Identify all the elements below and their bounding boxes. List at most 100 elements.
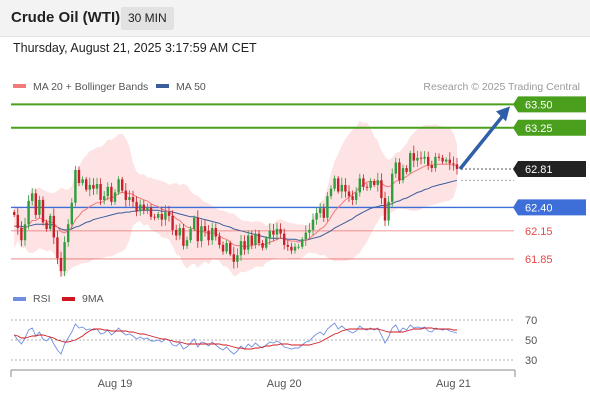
moving-averages xyxy=(14,163,458,248)
candle-body xyxy=(261,243,264,248)
level-label: 62.15 xyxy=(525,226,553,238)
level-label: 63.50 xyxy=(525,99,553,111)
rsi-panel: 70 50 30 xyxy=(11,315,537,367)
timeframe-badge[interactable]: 30 MIN xyxy=(121,7,174,30)
candle-body xyxy=(362,178,365,187)
candle-body xyxy=(131,197,135,202)
candle-body xyxy=(239,241,243,256)
candle-body xyxy=(319,208,322,214)
legend-swatch xyxy=(156,84,169,88)
chart-datetime: Thursday, August 21, 2025 3:17:59 AM CET xyxy=(13,41,257,55)
candle-body xyxy=(290,246,293,251)
candle-body xyxy=(27,200,30,225)
candle-body xyxy=(178,228,181,236)
candle-body xyxy=(326,196,329,218)
candle-body xyxy=(376,180,379,185)
candle-body xyxy=(311,219,315,230)
candle-body xyxy=(329,188,333,197)
candle-body xyxy=(365,186,369,188)
time-tick-label: Aug 21 xyxy=(436,378,471,390)
candle-body xyxy=(189,228,192,241)
candle-body xyxy=(45,222,48,229)
candle-body xyxy=(38,199,41,215)
candle-body xyxy=(272,230,275,235)
candle-body xyxy=(193,217,196,229)
legend-label: 9MA xyxy=(82,293,104,305)
candle-body xyxy=(74,169,77,203)
candle-body xyxy=(265,238,268,248)
candle-body xyxy=(214,228,217,237)
candle-body xyxy=(391,173,394,202)
candle-body xyxy=(175,229,178,236)
candle-body xyxy=(445,159,448,162)
candle-body xyxy=(275,228,279,235)
candle-body xyxy=(315,213,318,220)
candle-body xyxy=(23,224,27,241)
candle-body xyxy=(142,204,145,211)
candle-body xyxy=(121,179,124,191)
candle-body xyxy=(225,243,228,252)
time-tick-label: Aug 20 xyxy=(267,378,302,390)
ma20-line xyxy=(14,163,457,248)
rsi-ma-line xyxy=(14,327,457,350)
legend-swatch xyxy=(13,84,26,88)
legend-swatch xyxy=(62,297,75,301)
candle-body xyxy=(398,162,401,181)
instrument-title: Crude Oil (WTI) xyxy=(11,9,121,26)
level-label-box xyxy=(513,96,586,113)
watermark: Research © 2025 Trading Central xyxy=(423,81,580,93)
candle-body xyxy=(67,224,70,243)
candle-body xyxy=(369,181,372,188)
candle-body xyxy=(441,157,444,162)
candle-body xyxy=(405,168,408,172)
candle-body xyxy=(380,180,383,199)
candle-body xyxy=(423,156,426,159)
candle-body xyxy=(124,190,127,200)
bollinger-bands xyxy=(14,120,457,277)
candle-body xyxy=(185,240,189,246)
candle-body xyxy=(59,258,63,272)
candle-body xyxy=(103,196,106,200)
candle-body xyxy=(434,156,437,169)
candle-body xyxy=(293,246,297,251)
candle-body xyxy=(430,165,433,169)
candle-body xyxy=(128,197,131,200)
candle-body xyxy=(167,212,171,216)
level-label: 61.85 xyxy=(525,254,553,266)
candle-body xyxy=(355,192,358,200)
main-legend: MA 20 + Bollinger Bands MA 50 xyxy=(13,81,206,93)
candle-body xyxy=(254,233,257,245)
candle-body xyxy=(322,208,325,218)
candle-body xyxy=(347,191,351,197)
time-axis: Aug 19 Aug 20 Aug 21 xyxy=(10,369,516,390)
candle-body xyxy=(135,201,138,212)
candle-body xyxy=(218,236,221,245)
candle-body xyxy=(412,153,415,161)
candle-body xyxy=(268,230,271,239)
candle-body xyxy=(419,157,423,159)
candlesticks xyxy=(13,145,459,277)
candle-body xyxy=(250,235,253,245)
candle-body xyxy=(308,229,311,233)
candle-body xyxy=(149,207,153,217)
candle-body xyxy=(337,178,340,192)
candle-body xyxy=(394,162,397,174)
legend-label: MA 50 xyxy=(176,81,206,93)
rsi-legend: RSI 9MA xyxy=(13,293,104,305)
candle-body xyxy=(200,226,203,242)
candle-body xyxy=(401,168,405,181)
level-label: 63.25 xyxy=(525,123,553,135)
candle-body xyxy=(139,204,142,212)
candle-body xyxy=(437,156,441,158)
level-label: 62.81 xyxy=(525,164,553,176)
candle-body xyxy=(448,159,451,164)
candle-body xyxy=(92,184,95,189)
candle-body xyxy=(196,217,199,242)
candle-body xyxy=(247,235,250,250)
candle-body xyxy=(297,246,300,248)
level-label-box xyxy=(513,119,586,136)
legend-label: MA 20 + Bollinger Bands xyxy=(33,81,148,93)
time-tick-label: Aug 19 xyxy=(98,378,133,390)
ma50-line xyxy=(14,179,458,241)
candle-body xyxy=(427,156,430,166)
